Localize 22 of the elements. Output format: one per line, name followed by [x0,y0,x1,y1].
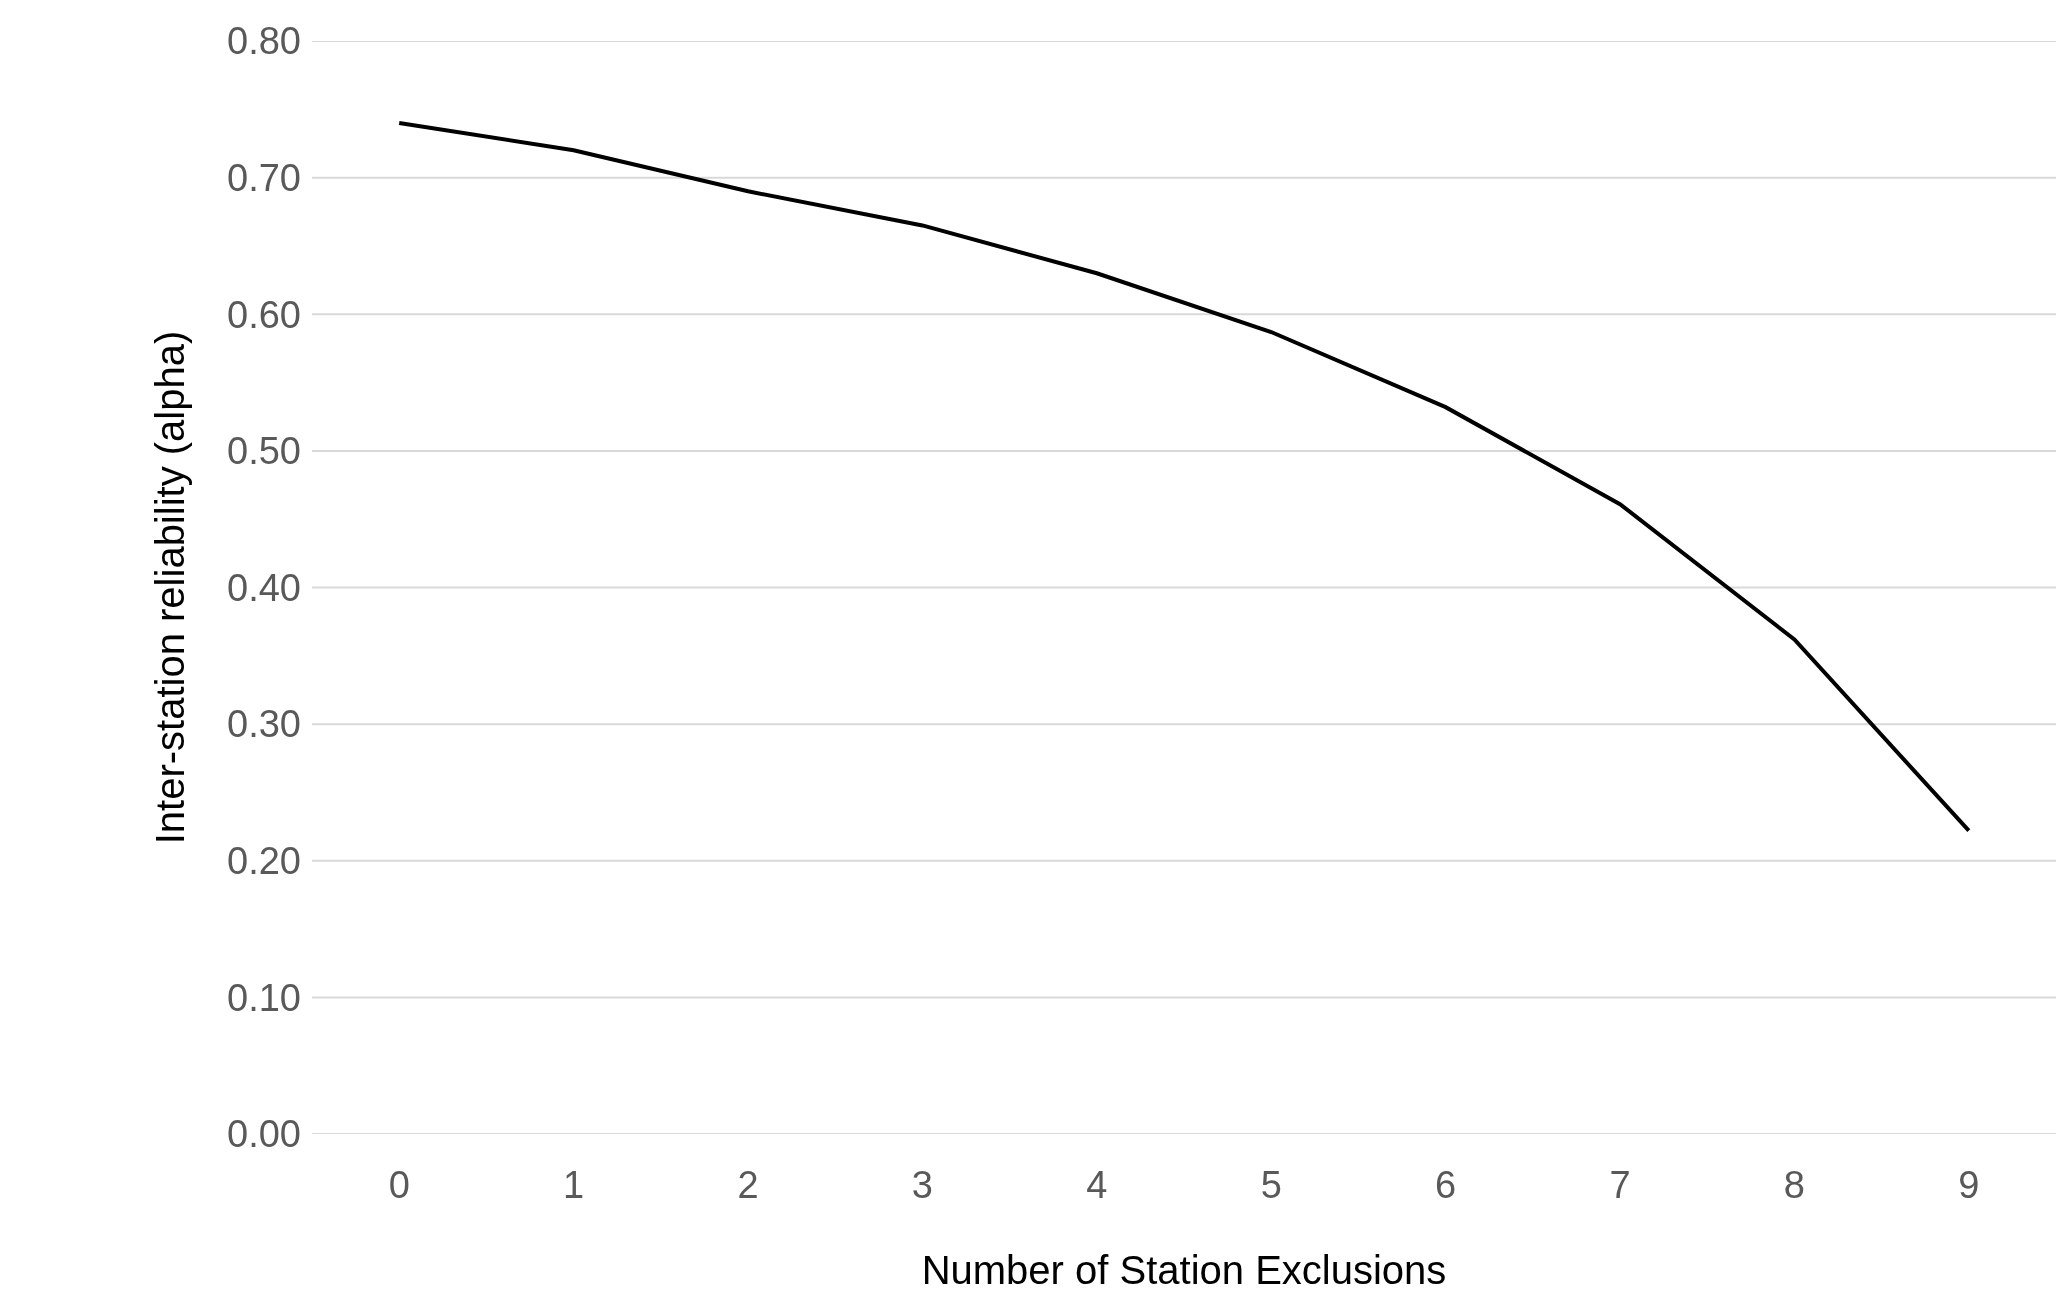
y-tick-label: 0.10 [227,976,301,1019]
x-tick-label: 6 [1435,1164,1457,1206]
x-tick-label: 9 [1958,1164,1980,1206]
x-tick-label: 4 [1086,1164,1108,1206]
x-tick-label: 7 [1609,1164,1631,1206]
y-tick-label: 0.70 [227,156,301,199]
x-tick-label: 2 [737,1164,759,1206]
y-tick-label: 0.20 [227,840,301,883]
y-tick-label: 0.00 [227,1113,301,1156]
x-tick-label: 5 [1260,1164,1282,1206]
y-tick-label: 0.30 [227,703,301,746]
line-series [397,120,1971,833]
x-axis-title: Number of Station Exclusions [921,1247,1447,1292]
y-tick-label: 0.60 [227,293,301,336]
y-tick-label: 0.40 [227,566,301,609]
x-tick-label: 8 [1783,1164,1805,1206]
x-tick-label: 1 [563,1164,585,1206]
y-tick-label: 0.50 [227,430,301,473]
y-tick-label: 0.80 [227,20,301,63]
x-tick-label: 3 [911,1164,933,1206]
y-axis-title: Inter-station reliability (alpha) [147,330,192,845]
x-tick-label: 0 [388,1164,410,1206]
